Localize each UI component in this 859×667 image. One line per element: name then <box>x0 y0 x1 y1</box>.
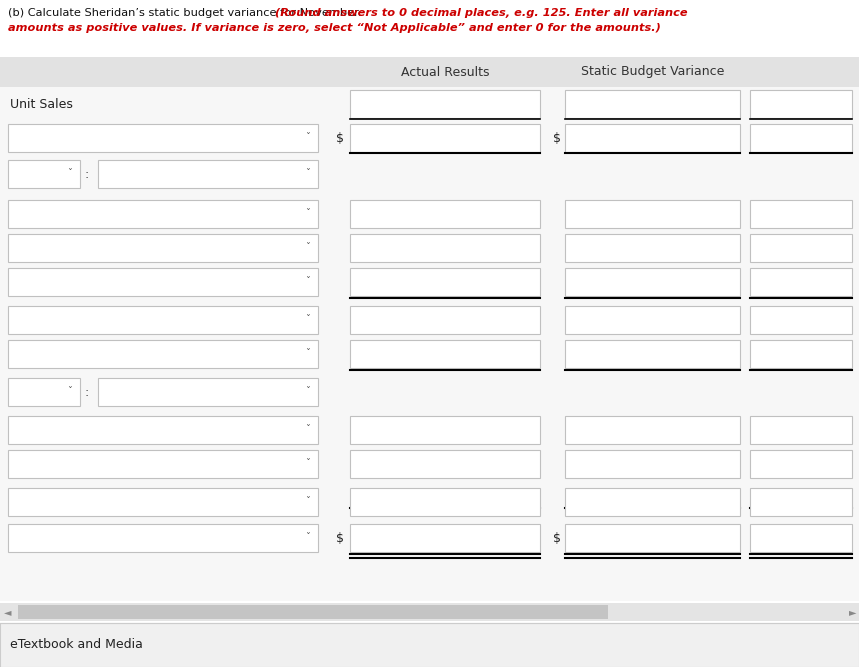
Text: ˇ: ˇ <box>306 425 310 435</box>
Text: :: : <box>85 167 89 181</box>
Text: :: : <box>85 386 89 398</box>
Text: $: $ <box>553 131 561 145</box>
Bar <box>8 488 318 516</box>
Text: ˇ: ˇ <box>306 133 310 143</box>
Bar <box>0 623 859 667</box>
Bar <box>8 416 318 444</box>
Bar <box>565 200 740 228</box>
Bar <box>350 268 540 296</box>
Bar <box>350 450 540 478</box>
Text: ˇ: ˇ <box>306 387 310 397</box>
Bar <box>8 450 318 478</box>
Bar <box>750 416 852 444</box>
Bar <box>565 124 740 152</box>
Bar <box>350 306 540 334</box>
Text: $: $ <box>336 131 344 145</box>
Text: eTextbook and Media: eTextbook and Media <box>10 638 143 652</box>
Text: ˇ: ˇ <box>306 243 310 253</box>
Bar <box>98 160 318 188</box>
Bar <box>350 200 540 228</box>
Bar <box>750 488 852 516</box>
Bar <box>565 234 740 262</box>
Bar <box>750 124 852 152</box>
Text: ◄: ◄ <box>4 607 12 617</box>
Bar <box>8 378 80 406</box>
Bar <box>750 450 852 478</box>
Text: Actual Results: Actual Results <box>401 65 490 79</box>
Bar <box>8 124 318 152</box>
Bar <box>0 87 859 601</box>
Text: ˇ: ˇ <box>306 349 310 359</box>
Bar <box>565 416 740 444</box>
Text: (b) Calculate Sheridan’s static budget variance for November.: (b) Calculate Sheridan’s static budget v… <box>8 8 365 18</box>
Bar <box>565 90 740 118</box>
Bar <box>8 268 318 296</box>
Bar <box>0 57 859 87</box>
Bar <box>565 340 740 368</box>
Text: ˇ: ˇ <box>306 209 310 219</box>
Bar <box>98 378 318 406</box>
Bar <box>565 524 740 552</box>
Bar <box>8 234 318 262</box>
Bar <box>565 306 740 334</box>
Text: ˇ: ˇ <box>306 169 310 179</box>
Text: Unit Sales: Unit Sales <box>10 97 73 111</box>
Bar <box>350 340 540 368</box>
Text: (Round answers to 0 decimal places, e.g. 125. Enter all variance: (Round answers to 0 decimal places, e.g.… <box>275 8 687 18</box>
Bar <box>8 340 318 368</box>
Bar <box>350 124 540 152</box>
Bar <box>0 603 859 621</box>
Bar <box>8 524 318 552</box>
Bar <box>565 450 740 478</box>
Text: ˇ: ˇ <box>68 169 72 179</box>
Text: ►: ► <box>850 607 856 617</box>
Text: $: $ <box>336 532 344 544</box>
Bar <box>8 160 80 188</box>
Bar <box>350 234 540 262</box>
Text: ˇ: ˇ <box>306 497 310 507</box>
Text: ˇ: ˇ <box>306 315 310 325</box>
Bar <box>750 200 852 228</box>
Text: Static Budget Variance: Static Budget Variance <box>581 65 724 79</box>
Text: $: $ <box>553 532 561 544</box>
Bar <box>750 268 852 296</box>
Bar <box>18 605 608 619</box>
Bar <box>750 234 852 262</box>
Bar <box>350 524 540 552</box>
Text: ˇ: ˇ <box>306 533 310 543</box>
Bar <box>750 90 852 118</box>
Bar <box>350 90 540 118</box>
Text: ˇ: ˇ <box>306 459 310 469</box>
Bar <box>8 200 318 228</box>
Bar <box>565 268 740 296</box>
Bar <box>350 416 540 444</box>
Bar <box>750 306 852 334</box>
Bar <box>750 524 852 552</box>
Text: ˇ: ˇ <box>68 387 72 397</box>
Text: ˇ: ˇ <box>306 277 310 287</box>
Bar <box>8 306 318 334</box>
Bar <box>350 488 540 516</box>
Bar <box>750 340 852 368</box>
Text: amounts as positive values. If variance is zero, select “Not Applicable” and ent: amounts as positive values. If variance … <box>8 23 661 33</box>
Bar <box>565 488 740 516</box>
